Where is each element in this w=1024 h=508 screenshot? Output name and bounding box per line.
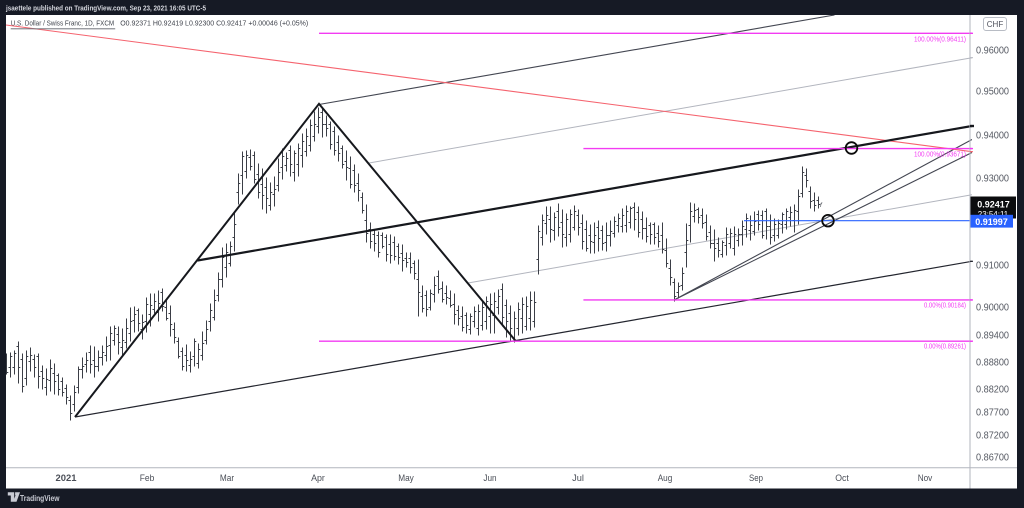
svg-text:O0.92371 H0.92419 L0.92300: O0.92371 H0.92419 L0.92300 C0.92417 +0.0… — [120, 18, 308, 27]
svg-text:100.00%(0.93671): 100.00%(0.93671) — [914, 149, 966, 158]
svg-text:0.00%(0.90184): 0.00%(0.90184) — [924, 300, 966, 309]
svg-text:0.91000: 0.91000 — [976, 261, 1010, 272]
svg-text:Jun: Jun — [483, 473, 496, 484]
svg-text:0.93000: 0.93000 — [976, 174, 1010, 185]
svg-text:jsaettele published on Trading: jsaettele published on TradingView.com, … — [5, 3, 206, 12]
svg-text:23:54:11: 23:54:11 — [978, 209, 1009, 219]
svg-text:Apr: Apr — [311, 473, 326, 484]
svg-text:0.89400: 0.89400 — [976, 331, 1010, 342]
svg-text:CHF: CHF — [987, 19, 1004, 29]
svg-text:Sep: Sep — [749, 473, 763, 484]
svg-text:0.87200: 0.87200 — [976, 431, 1010, 442]
svg-text:Nov: Nov — [918, 473, 933, 484]
svg-text:0.94000: 0.94000 — [976, 131, 1010, 142]
svg-text:U.S. Dollar / Swiss Franc, 1D,: U.S. Dollar / Swiss Franc, 1D, FXCM — [11, 18, 115, 27]
svg-text:0.91997: 0.91997 — [975, 217, 1008, 228]
svg-text:0.86700: 0.86700 — [976, 453, 1010, 464]
svg-text:2021: 2021 — [56, 473, 78, 484]
svg-text:Jul: Jul — [572, 473, 584, 484]
svg-text:0.92417: 0.92417 — [977, 200, 1010, 211]
svg-text:0.88200: 0.88200 — [976, 385, 1010, 396]
svg-text:May: May — [398, 473, 414, 484]
svg-text:Oct: Oct — [835, 473, 849, 484]
svg-text:Mar: Mar — [220, 473, 235, 484]
svg-text:0.87700: 0.87700 — [976, 408, 1010, 419]
svg-text:Aug: Aug — [658, 473, 673, 484]
svg-text:0.00%(0.89261): 0.00%(0.89261) — [924, 341, 966, 350]
svg-text:0.88800: 0.88800 — [976, 358, 1010, 369]
svg-text:Feb: Feb — [140, 473, 155, 484]
svg-text:0.95000: 0.95000 — [976, 87, 1010, 98]
svg-text:100.00%(0.96411): 100.00%(0.96411) — [914, 34, 966, 43]
svg-text:TradingView: TradingView — [20, 494, 60, 503]
svg-text:f: f — [820, 202, 823, 209]
svg-text:0.96000: 0.96000 — [976, 46, 1010, 57]
svg-text:0.90000: 0.90000 — [976, 303, 1010, 314]
